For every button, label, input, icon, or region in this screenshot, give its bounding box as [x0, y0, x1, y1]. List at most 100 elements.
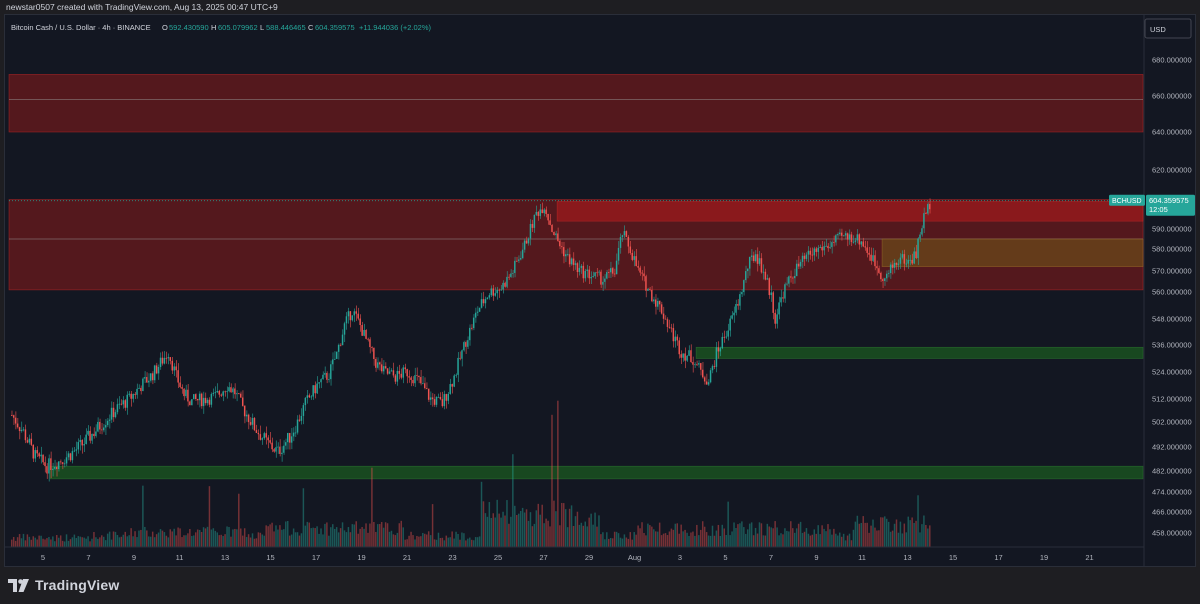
candle: [856, 229, 859, 244]
tradingview-logo[interactable]: TradingView: [8, 575, 119, 595]
volume-bar: [580, 522, 583, 547]
candle: [453, 374, 455, 388]
volume-bar: [330, 527, 332, 547]
candle: [915, 244, 917, 260]
volume-bar: [653, 529, 655, 547]
time-tick-label: 27: [539, 553, 547, 562]
volume-bar: [455, 531, 457, 547]
price-chart[interactable]: Bitcoin Cash / U.S. Dollar · 4h · BINANC…: [5, 15, 1195, 566]
volume-bar: [664, 533, 667, 547]
candle: [919, 231, 921, 242]
volume-bar: [613, 531, 616, 547]
candle: [196, 398, 199, 405]
volume-bar: [592, 524, 594, 547]
volume-bar: [386, 523, 389, 547]
candle: [476, 306, 479, 317]
volume-bar: [50, 539, 52, 547]
candle: [77, 438, 80, 454]
candle: [901, 250, 904, 260]
volume-bar: [427, 531, 430, 547]
currency-button[interactable]: [1144, 18, 1192, 39]
volume-bar: [606, 532, 608, 547]
candle: [568, 247, 571, 268]
candle: [496, 286, 498, 300]
volume-bar: [584, 521, 586, 547]
volume-bar: [747, 529, 749, 547]
candle: [703, 375, 706, 385]
volume-bar: [709, 535, 712, 547]
candle: [776, 308, 778, 329]
time-tick-label: 19: [357, 553, 365, 562]
time-axis[interactable]: 5 7 9 11 13 15 17 19 21 23 25 27 29 Aug 3 5 7 9 11 13 15 17 19…: [41, 553, 1094, 562]
candle: [410, 376, 412, 387]
candle: [404, 363, 406, 374]
candle: [140, 385, 142, 395]
candle: [519, 251, 522, 261]
volume-bar: [202, 527, 205, 547]
volume-bar: [412, 535, 414, 547]
volume-bar: [854, 521, 857, 547]
volume-bar: [104, 540, 107, 547]
volume-bar: [308, 522, 310, 547]
volume-bar: [271, 522, 273, 547]
candle: [429, 391, 432, 406]
volume-bar: [245, 537, 248, 547]
candle: [422, 376, 424, 385]
candle: [330, 360, 332, 386]
volume-bar: [328, 535, 330, 547]
volume-bar: [478, 536, 481, 547]
volume-bar: [195, 532, 197, 547]
candle: [842, 235, 845, 237]
candle: [854, 237, 857, 246]
chart-frame[interactable]: Bitcoin Cash / U.S. Dollar · 4h · BINANC…: [4, 14, 1196, 567]
volume-bar: [114, 531, 117, 547]
candle: [874, 250, 876, 271]
volume-bar: [780, 533, 782, 547]
candle: [214, 386, 217, 399]
volume-bar: [83, 537, 85, 547]
volume-bar: [897, 532, 900, 547]
candle: [860, 240, 862, 248]
time-tick-label: 17: [994, 553, 1002, 562]
candle: [557, 227, 559, 243]
volume-bar: [525, 509, 528, 547]
candle: [138, 384, 140, 389]
price-tick-label: 548.000000: [1152, 315, 1192, 324]
candle: [719, 346, 722, 357]
volume-bar: [815, 533, 817, 547]
volume-bar: [590, 513, 592, 547]
candle: [927, 202, 929, 216]
volume-bar: [574, 516, 577, 547]
candle: [633, 251, 635, 267]
volume-bar: [561, 502, 563, 547]
volume-bar: [492, 513, 494, 547]
candle: [852, 235, 855, 244]
candle: [265, 426, 267, 445]
candle: [320, 378, 322, 389]
volume-bar: [889, 531, 892, 547]
volume-bar: [486, 516, 489, 547]
volume-bar: [807, 533, 810, 547]
candle: [809, 247, 812, 260]
volume-bar: [241, 535, 244, 547]
candle: [831, 240, 833, 254]
volume-bar: [844, 540, 847, 547]
candle: [377, 357, 379, 370]
volume-bar: [521, 507, 524, 547]
candle: [813, 246, 816, 261]
candle: [120, 399, 123, 406]
candle: [232, 386, 234, 399]
volume-bar: [537, 503, 540, 547]
time-tick-label: 9: [132, 553, 136, 562]
volume-bar: [825, 531, 827, 547]
candle: [400, 368, 402, 380]
time-tick-label: Aug: [628, 553, 641, 562]
volume-bar: [257, 532, 260, 547]
price-axis[interactable]: 680.000000 660.000000 640.000000 620.000000…: [1152, 56, 1192, 538]
candle: [224, 390, 226, 397]
candle: [101, 423, 103, 435]
volume-bar: [474, 537, 477, 547]
volume-bar: [678, 533, 680, 547]
candle: [525, 236, 528, 244]
volume-bar: [527, 520, 530, 547]
